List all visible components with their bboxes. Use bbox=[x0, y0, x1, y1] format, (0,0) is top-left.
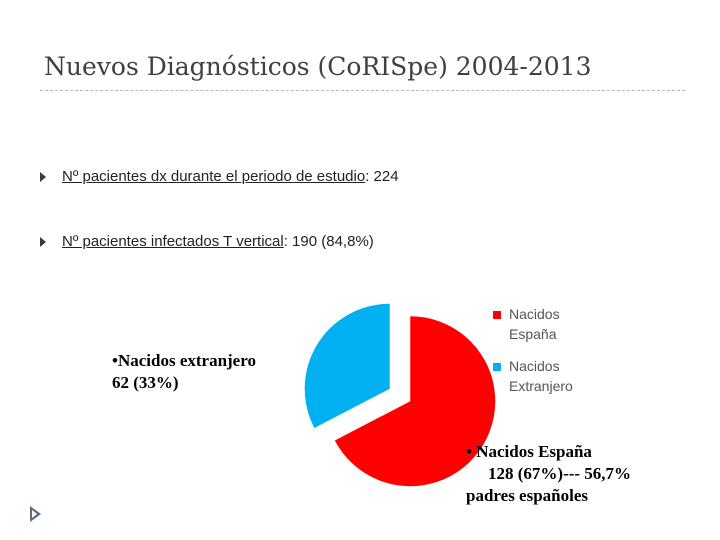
annotation-espana: • Nacidos España 128 (67%)--- 56,7% padr… bbox=[466, 441, 666, 507]
bullet-total-patients: Nº pacientes dx durante el periodo de es… bbox=[40, 168, 399, 185]
legend-item-espana: Nacidos España bbox=[493, 304, 609, 344]
bullet-arrow-icon bbox=[40, 236, 46, 247]
legend-label-espana: Nacidos España bbox=[509, 304, 609, 344]
annotation-line: •Nacidos extranjero bbox=[112, 351, 256, 370]
legend-text-line1: Nacidos bbox=[509, 358, 560, 374]
annotation-line: 128 (67%)--- 56,7% bbox=[488, 464, 632, 483]
legend-text-line1: Nacidos bbox=[509, 306, 560, 322]
legend-item-extranjero: Nacidos Extranjero bbox=[493, 356, 609, 396]
pie-slice-espana bbox=[334, 316, 496, 487]
title-divider bbox=[40, 90, 685, 91]
annotation-line: padres españoles bbox=[466, 486, 589, 505]
annotation-line: • Nacidos España bbox=[466, 442, 592, 461]
bullet-vertical-transmission: Nº pacientes infectados T vertical : 190… bbox=[40, 233, 374, 250]
legend-label-extranjero: Nacidos Extranjero bbox=[509, 356, 609, 396]
bullet-label: Nº pacientes dx durante el periodo de es… bbox=[62, 168, 366, 185]
legend-text-line2: España bbox=[509, 326, 557, 342]
legend-swatch-espana bbox=[493, 311, 501, 319]
bullet-value: : 190 (84,8%) bbox=[283, 233, 374, 250]
slide-title: Nuevos Diagnósticos (CoRISpe) 2004-2013 bbox=[44, 52, 592, 81]
legend-text-line2: Extranjero bbox=[509, 378, 573, 394]
pie-slice-extranjero bbox=[304, 303, 390, 428]
slide-nav-icon[interactable] bbox=[30, 506, 41, 522]
bullet-value: : 224 bbox=[365, 168, 399, 185]
bullet-label: Nº pacientes infectados T vertical bbox=[62, 233, 284, 250]
annotation-extranjero: •Nacidos extranjero 62 (33%) bbox=[112, 350, 302, 394]
bullet-arrow-icon bbox=[40, 171, 46, 182]
legend-swatch-extranjero bbox=[493, 363, 501, 371]
annotation-line: 62 (33%) bbox=[112, 373, 179, 392]
